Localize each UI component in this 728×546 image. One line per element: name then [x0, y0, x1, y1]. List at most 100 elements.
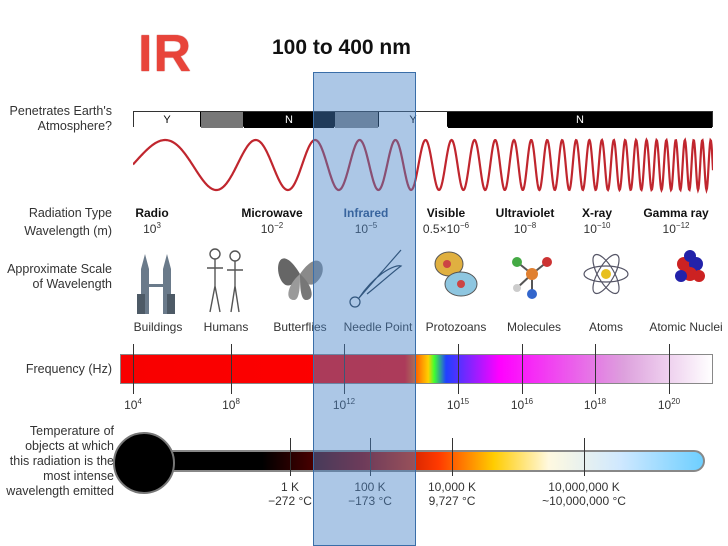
- frequency-tick-mark-1: [231, 344, 232, 394]
- power-base: 10: [332, 398, 347, 412]
- power-base: 10: [583, 222, 597, 236]
- temperature-kelvin-1: 100 K: [354, 480, 386, 494]
- atmosphere-segment-n1: N: [244, 112, 334, 128]
- power-exponent: −12: [675, 221, 690, 230]
- molecule-icon: [507, 244, 557, 309]
- wavelength-value-0: 103: [143, 221, 161, 236]
- power-exponent: 4: [137, 397, 142, 406]
- range-title: 100 to 400 nm: [272, 36, 411, 59]
- power-base: 10: [510, 398, 525, 412]
- wavelength-label: Wavelength (m): [24, 224, 112, 238]
- temperature-celsius-3: ~10,000,000 °C: [542, 494, 626, 508]
- scale-object-0: Buildings: [133, 320, 183, 334]
- frequency-tick-mark-5: [595, 344, 596, 394]
- power-exponent: 16: [524, 397, 534, 406]
- power-base: 10: [260, 222, 275, 236]
- scale-label-line1: Approximate Scale: [7, 262, 112, 276]
- humans-icon: [201, 244, 251, 319]
- radiation-type-0: Radio: [135, 206, 169, 220]
- penetrates-label: Penetrates Earth's Atmosphere?: [0, 104, 112, 134]
- temperature-label-line4: most intense: [43, 469, 114, 483]
- temperature-kelvin-2: 10,000 K: [427, 480, 477, 494]
- radiation-type-2: Infrared: [343, 206, 389, 220]
- power-exponent: 3: [156, 221, 161, 230]
- power-base: 10: [662, 222, 676, 236]
- atmosphere-segment-y1: Y: [134, 112, 200, 128]
- infrared-highlight-band: [313, 72, 416, 546]
- power-exponent: 8: [235, 397, 240, 406]
- power-exponent: 12: [346, 397, 356, 406]
- power-base: 10: [513, 222, 528, 236]
- scale-object-4: Protozoans: [425, 320, 487, 334]
- power-exponent: 15: [460, 397, 470, 406]
- power-base: 10: [583, 398, 598, 412]
- ir-title: IR: [138, 25, 192, 83]
- thermometer-tube: [150, 450, 705, 472]
- needle-icon: [345, 244, 405, 319]
- frequency-tick-4: 1016: [511, 397, 533, 412]
- frequency-tick-3: 1015: [447, 397, 469, 412]
- wavelength-value-1: 10−2: [261, 221, 283, 236]
- butterfly-icon: [272, 244, 328, 309]
- temperature-label-line1: Temperature of: [29, 424, 114, 438]
- thermometer-bulb: [113, 432, 175, 494]
- power-base: 10: [222, 398, 236, 412]
- frequency-tick-2: 1012: [333, 397, 355, 412]
- temperature-celsius-1: −173 °C: [348, 494, 392, 508]
- atmosphere-segment-gray2: [335, 112, 378, 128]
- scale-label-line2: of Wavelength: [32, 277, 112, 291]
- atom-icon: [581, 244, 631, 309]
- atmosphere-segment-n2: N: [448, 112, 712, 128]
- power-exponent: 18: [597, 397, 607, 406]
- frequency-tick-6: 1020: [658, 397, 680, 412]
- wavelength-value-3: 0.5×10−6: [423, 221, 469, 236]
- temperature-kelvin-3: 10,000,000 K: [548, 480, 620, 494]
- scale-object-1: Humans: [203, 320, 249, 334]
- scale-label: Approximate Scale of Wavelength: [0, 262, 112, 292]
- radiation-type-6: Gamma ray: [643, 206, 709, 220]
- radiation-type-5: X-ray: [581, 206, 613, 220]
- power-exponent: −2: [274, 221, 284, 230]
- wave-line: [133, 137, 713, 194]
- wavelength-value-4: 10−8: [514, 221, 536, 236]
- frequency-tick-mark-2: [344, 344, 345, 394]
- temperature-tick-mark-2: [452, 438, 453, 476]
- power-exponent: −5: [368, 221, 378, 230]
- temperature-label-line5: wavelength emitted: [6, 484, 114, 498]
- power-exponent: −10: [596, 221, 611, 230]
- temperature-tick-mark-3: [584, 438, 585, 476]
- temperature-celsius-0: −272 °C: [268, 494, 312, 508]
- temperature-tick-mark-1: [370, 438, 371, 476]
- penetrates-label-line2: Atmosphere?: [37, 119, 112, 133]
- radiation-type-4: Ultraviolet: [495, 206, 555, 220]
- radiation-type-label: Radiation Type: [28, 206, 112, 220]
- power-base: 0.5×10: [422, 222, 460, 236]
- frequency-tick-mark-4: [522, 344, 523, 394]
- frequency-tick-1: 108: [222, 397, 240, 412]
- scale-object-7: Atomic Nuclei: [649, 320, 723, 334]
- power-exponent: −6: [459, 221, 470, 230]
- power-base: 10: [446, 398, 461, 412]
- temperature-label-line2: objects at which: [25, 439, 114, 453]
- temperature-tick-mark-0: [290, 438, 291, 476]
- temperature-celsius-2: 9,727 °C: [428, 494, 476, 508]
- temperature-label: Temperature of objects at which this rad…: [0, 424, 114, 499]
- temperature-kelvin-0: 1 K: [280, 480, 300, 494]
- frequency-tick-mark-3: [458, 344, 459, 394]
- radiation-type-3: Visible: [426, 206, 466, 220]
- nucleus-icon: [670, 244, 710, 299]
- buildings-icon: [133, 244, 183, 319]
- scale-object-3: Needle Point: [343, 320, 413, 334]
- frequency-tick-mark-6: [669, 344, 670, 394]
- frequency-tick-0: 104: [124, 397, 142, 412]
- atmosphere-segment-gray: [201, 112, 243, 128]
- power-base: 10: [354, 222, 369, 236]
- frequency-bar: [120, 354, 713, 384]
- power-base: 10: [657, 398, 672, 412]
- wavelength-value-2: 10−5: [355, 221, 377, 236]
- frequency-tick-5: 1018: [584, 397, 606, 412]
- power-base: 10: [143, 222, 157, 236]
- scale-object-6: Atoms: [588, 320, 624, 334]
- power-exponent: −8: [527, 221, 537, 230]
- wavelength-value-5: 10−10: [584, 221, 611, 236]
